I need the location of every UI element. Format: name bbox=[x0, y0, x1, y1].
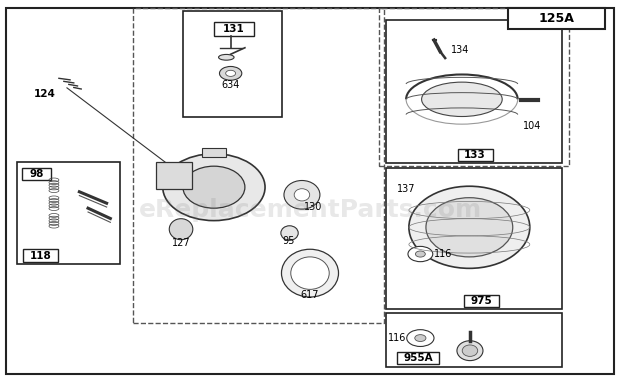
Ellipse shape bbox=[218, 55, 234, 60]
Circle shape bbox=[226, 70, 236, 76]
Text: 975: 975 bbox=[470, 296, 492, 306]
Ellipse shape bbox=[409, 186, 530, 268]
Bar bbox=[22, 168, 51, 180]
Ellipse shape bbox=[457, 341, 483, 361]
Bar bbox=[202, 148, 226, 157]
Bar bbox=[23, 249, 58, 262]
Bar bbox=[214, 22, 254, 36]
Text: 634: 634 bbox=[221, 80, 240, 90]
Text: 118: 118 bbox=[29, 251, 51, 261]
Text: 137: 137 bbox=[397, 184, 415, 194]
Text: 130: 130 bbox=[304, 202, 322, 212]
Ellipse shape bbox=[422, 82, 502, 117]
Text: 124: 124 bbox=[33, 89, 56, 99]
Ellipse shape bbox=[281, 226, 298, 240]
Text: 98: 98 bbox=[29, 169, 44, 179]
Circle shape bbox=[408, 246, 433, 262]
Bar bbox=[508, 8, 604, 29]
Ellipse shape bbox=[284, 181, 320, 209]
Ellipse shape bbox=[462, 345, 478, 356]
Bar bbox=[379, 8, 569, 166]
Circle shape bbox=[407, 330, 434, 346]
Text: 127: 127 bbox=[172, 238, 190, 248]
Bar bbox=[386, 20, 562, 163]
Ellipse shape bbox=[169, 219, 193, 240]
Bar bbox=[386, 313, 562, 367]
Bar bbox=[133, 8, 384, 323]
Text: 131: 131 bbox=[223, 24, 245, 34]
Bar bbox=[17, 162, 120, 264]
Text: 116: 116 bbox=[434, 249, 453, 259]
Text: 133: 133 bbox=[464, 150, 486, 160]
Circle shape bbox=[415, 335, 426, 342]
Bar bbox=[397, 352, 439, 364]
Text: eReplacementParts.com: eReplacementParts.com bbox=[138, 198, 482, 222]
Ellipse shape bbox=[426, 198, 513, 257]
Bar bbox=[464, 295, 499, 307]
Ellipse shape bbox=[294, 189, 310, 201]
Text: 617: 617 bbox=[301, 290, 319, 300]
Bar bbox=[183, 11, 282, 117]
Circle shape bbox=[415, 251, 425, 257]
Text: 95: 95 bbox=[282, 236, 294, 246]
Text: 104: 104 bbox=[523, 121, 541, 131]
Ellipse shape bbox=[281, 249, 339, 297]
Ellipse shape bbox=[291, 257, 329, 290]
Ellipse shape bbox=[162, 154, 265, 221]
Bar bbox=[458, 149, 493, 161]
Circle shape bbox=[219, 66, 242, 80]
Bar bbox=[386, 168, 562, 309]
Text: 125A: 125A bbox=[538, 12, 574, 25]
Text: 134: 134 bbox=[451, 45, 469, 55]
Text: 116: 116 bbox=[388, 333, 407, 343]
Text: 955A: 955A bbox=[403, 353, 433, 363]
Bar bbox=[156, 162, 192, 189]
Ellipse shape bbox=[183, 166, 245, 208]
